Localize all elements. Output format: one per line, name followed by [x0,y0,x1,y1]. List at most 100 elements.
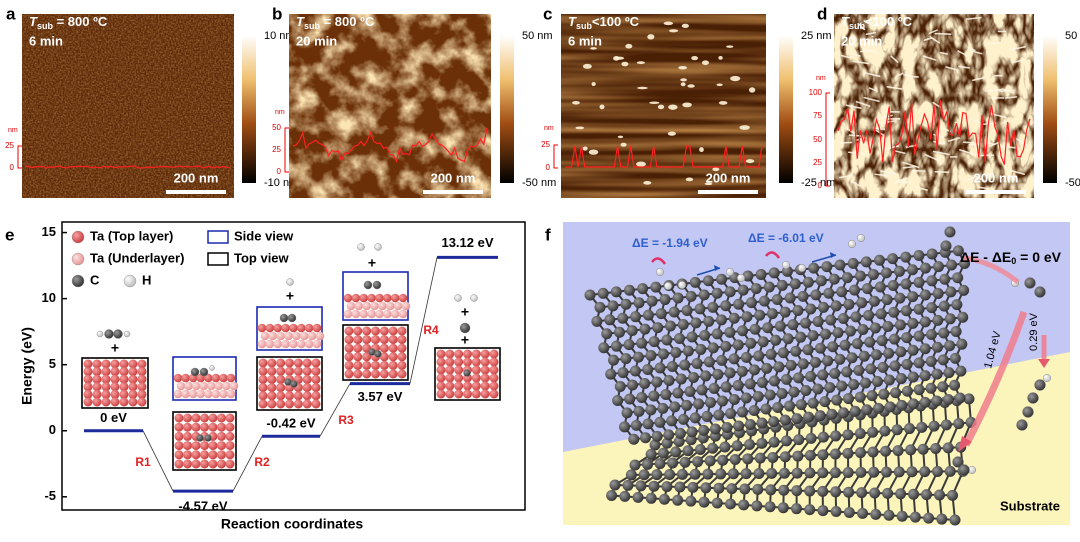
profile-axis [18,146,22,168]
atom [175,423,184,432]
carbon [958,285,969,296]
carbon [633,352,644,363]
atom [303,400,312,409]
carbon [793,372,804,383]
panel-letter: d [817,4,827,23]
carbon [902,386,913,397]
carbon [764,281,775,292]
carbon [674,333,685,344]
carbon [756,418,767,429]
time-label: 20 min [296,33,337,48]
carbon [673,292,684,303]
carbon [944,340,955,351]
carbon [849,285,860,296]
atom [294,367,303,376]
carbon [810,289,821,300]
carbon [667,457,678,468]
carbon [800,385,811,396]
carbon [868,467,879,478]
carbon [870,322,881,333]
atom [269,332,278,341]
carbon [708,342,719,353]
carbon [729,353,740,364]
legend-label: Top view [234,250,290,265]
carbon [651,469,662,480]
carbon [890,387,901,398]
plus-sign: + [368,255,376,271]
atom [181,374,190,383]
atom [352,310,361,319]
afm-island [678,66,687,69]
carbon [670,347,681,358]
carbon [947,490,958,501]
carbon [645,350,656,361]
carbon [836,381,847,392]
carbon [612,395,623,406]
carbon [733,339,744,350]
atom [445,382,454,391]
carbon [729,394,740,405]
panel-letter: e [5,225,14,244]
carbon [908,398,919,409]
carbon [951,326,962,337]
atom [217,414,226,423]
carbon [700,482,711,493]
carbon [920,316,931,327]
profile-tick: 50 [813,135,822,144]
atom [857,234,865,242]
carbon [765,389,776,400]
carbon [703,275,714,286]
colorbar [1043,35,1057,183]
carbon [733,380,744,391]
atom [266,340,275,349]
legend-side [208,231,228,243]
afm-island [719,101,728,105]
afm-island [625,44,632,49]
atom [175,432,184,441]
carbon [639,324,650,335]
carbon [830,486,841,497]
carbon [769,437,780,448]
level-label: 13.12 eV [441,235,493,250]
carbon [852,338,863,349]
carbon [955,393,966,404]
carbon [619,421,630,432]
carbon [773,361,784,372]
carbon [626,469,637,480]
carbon [855,271,866,282]
atom [259,383,268,392]
carbon [805,371,816,382]
carbon [791,485,802,496]
scale-bar-label: 200 nm [974,170,1019,185]
carbon [815,343,826,354]
carbon [678,319,689,330]
atom [1035,380,1046,391]
carbon [848,379,859,390]
atom [217,441,226,450]
afm-island [589,149,599,154]
carbon [787,319,798,330]
atom [472,350,481,359]
afm-island [682,24,689,28]
carbon [627,325,638,336]
carbon [778,485,789,496]
carbon [672,387,683,398]
atom [276,400,285,409]
carbon [946,260,957,271]
carbon [950,353,961,364]
carbon [633,406,644,417]
atom [276,391,285,400]
atom [490,382,499,391]
carbon [830,467,841,478]
atom [471,295,478,302]
atom [200,441,209,450]
carbon [690,317,701,328]
atom [267,367,276,376]
carbon [698,425,709,436]
carbon [755,453,766,464]
carbon [896,373,907,384]
atom [284,332,293,341]
atom [297,324,306,333]
title-part: <100 ºC [592,14,640,29]
carbon [855,467,866,478]
